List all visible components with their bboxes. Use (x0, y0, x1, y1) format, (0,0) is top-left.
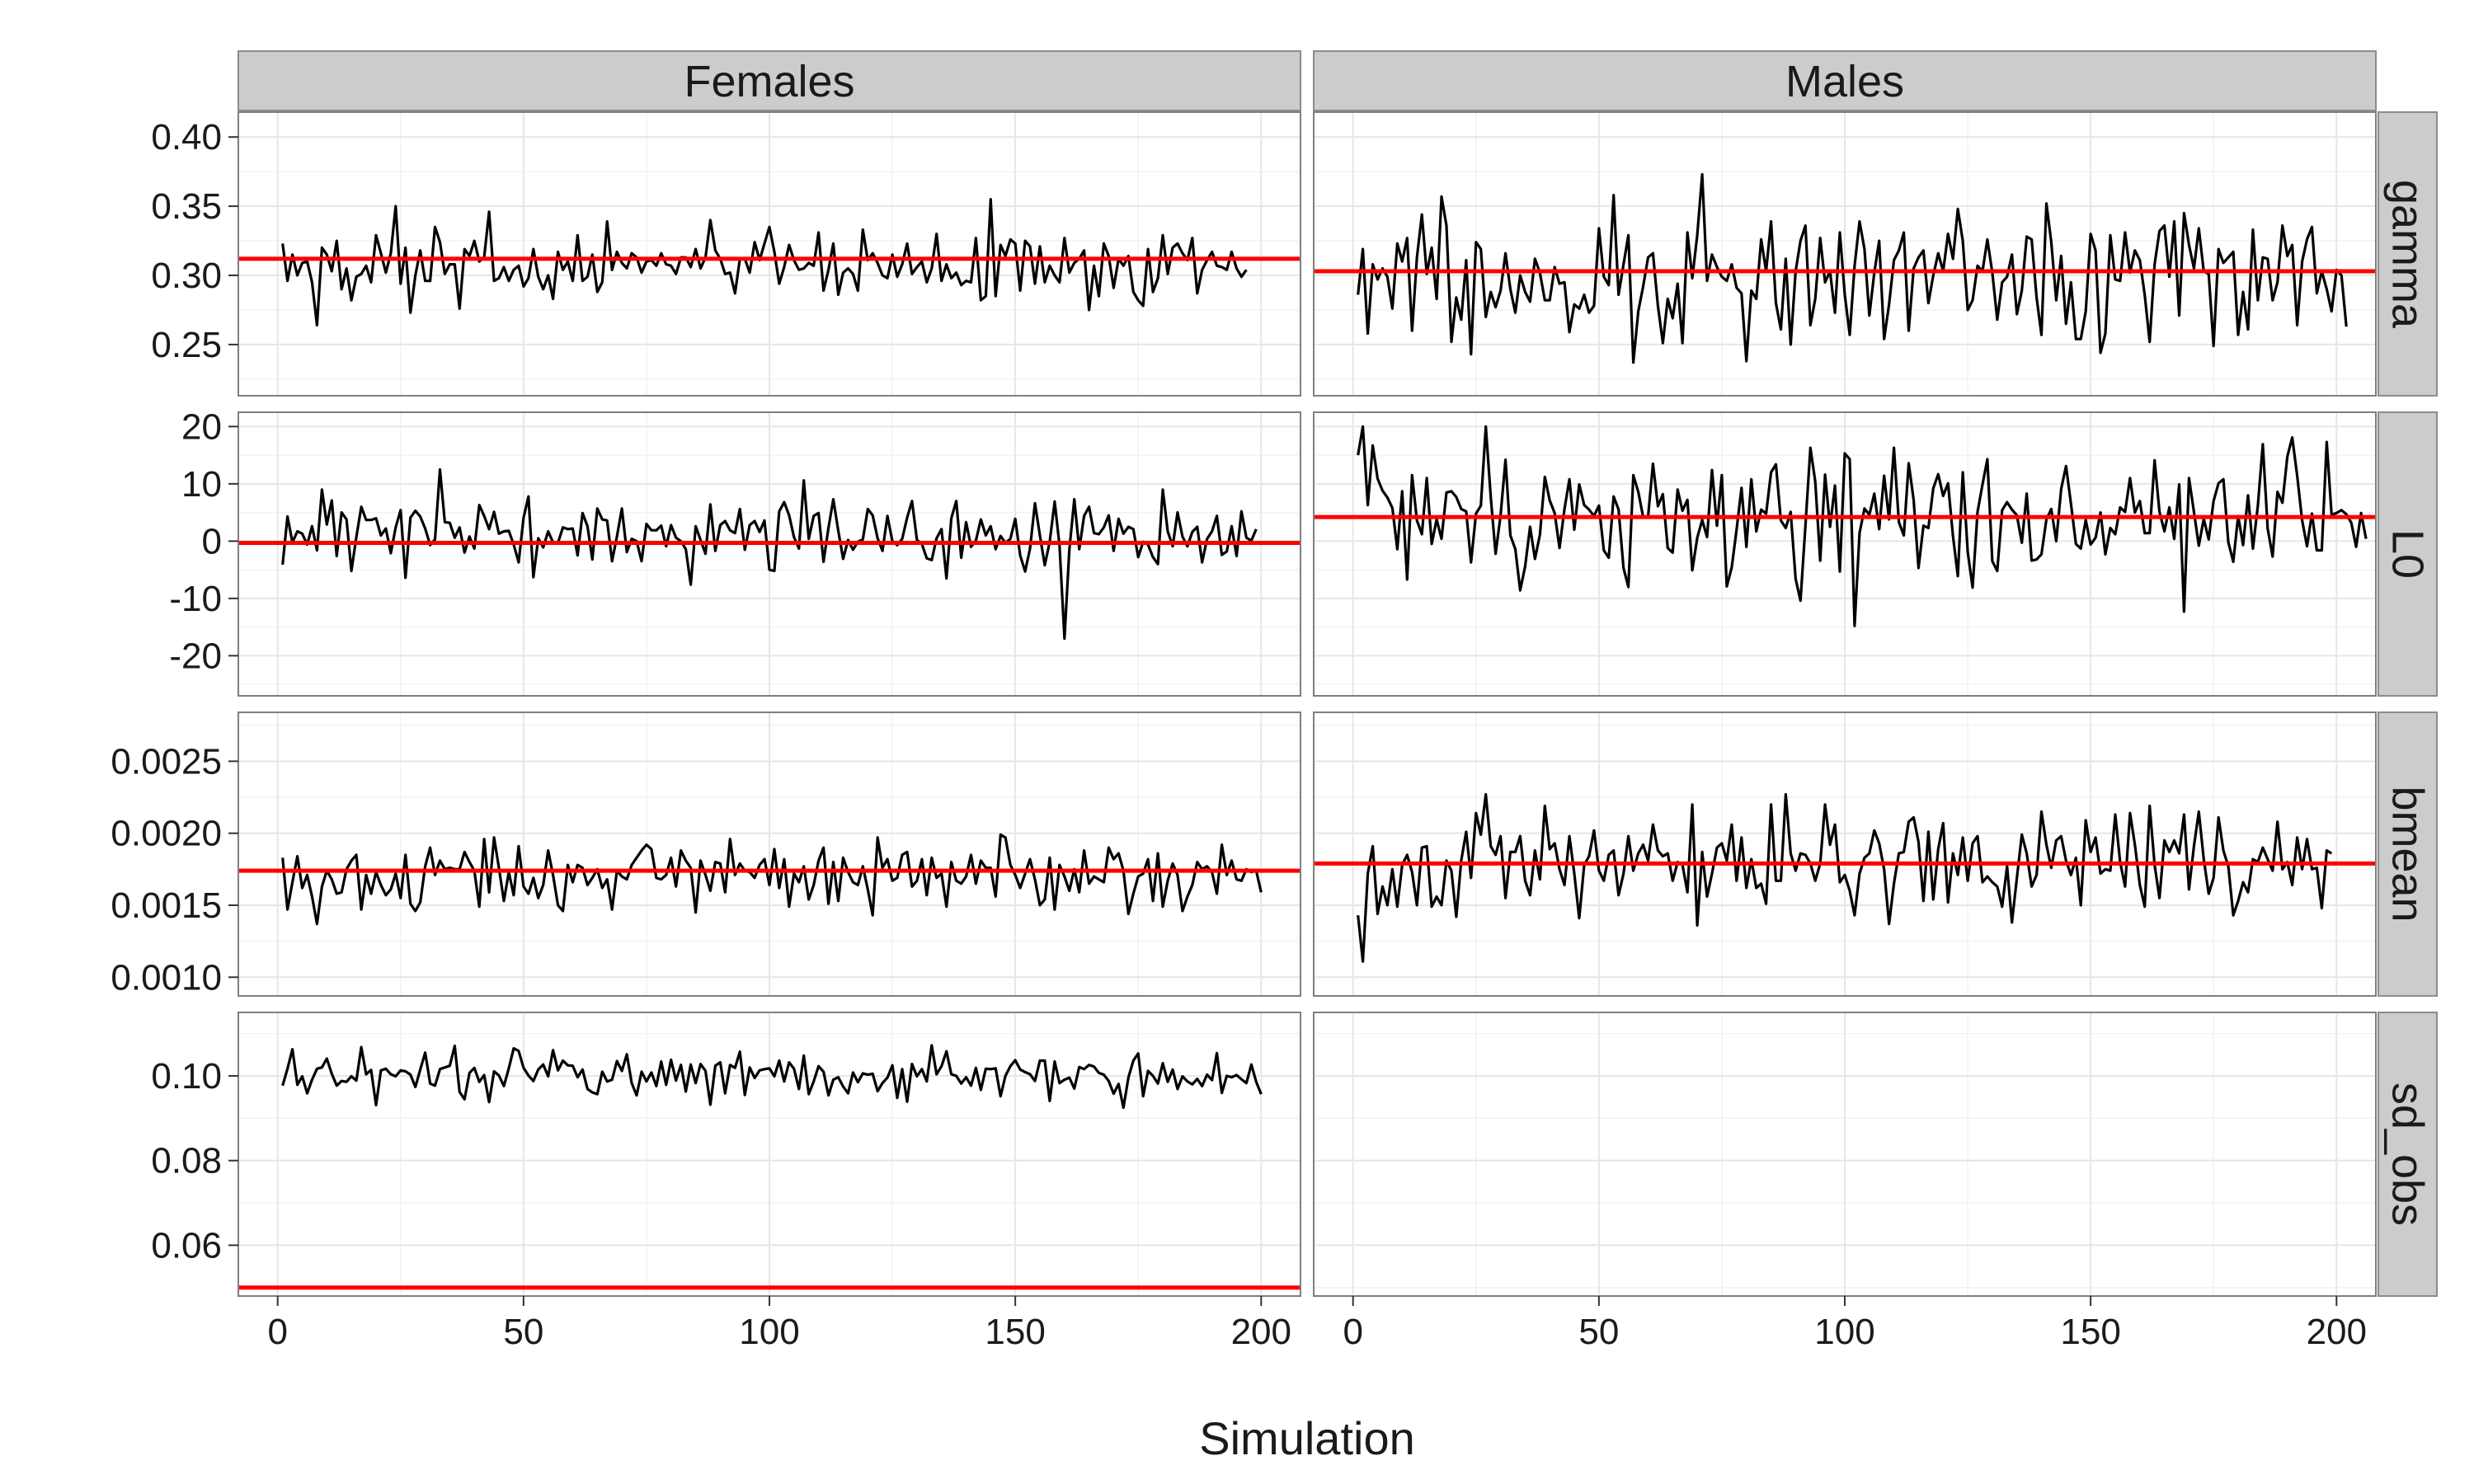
panel-border (1313, 111, 2377, 397)
series-line-males-bmean (1357, 792, 2333, 963)
panel-border (238, 111, 1301, 397)
x-tick-label: 200 (1231, 1312, 1291, 1352)
series-line-females-sd_obs (281, 1044, 1263, 1110)
strip-label-sd_obs: sd_obs (2383, 1082, 2433, 1226)
x-tick-label: 50 (503, 1312, 543, 1352)
y-tick-label-L0: 20 (181, 406, 222, 447)
y-tick-label-bmean: 0.0015 (111, 885, 222, 926)
y-tick-label-sd_obs: 0.10 (151, 1056, 222, 1097)
strip-label-males: Males (1785, 57, 1904, 106)
y-tick-label-bmean: 0.0020 (111, 814, 222, 854)
panel-border (1313, 411, 2377, 697)
panel-border (1313, 711, 2377, 997)
series-line-females-L0 (281, 467, 1258, 641)
x-tick-label: 100 (739, 1312, 799, 1352)
panel-females-bmean (238, 711, 1301, 997)
strip-L0 (2378, 411, 2438, 697)
y-tick-label-gamma: 0.30 (151, 256, 222, 296)
y-tick-label-gamma: 0.25 (151, 325, 222, 365)
y-tick-label-bmean: 0.0025 (111, 741, 222, 782)
panel-females-sd_obs (238, 1012, 1301, 1297)
strip-bmean (2378, 711, 2438, 997)
series-line-females-gamma (281, 198, 1248, 326)
y-tick-label-gamma: 0.40 (151, 117, 222, 157)
x-axis-title: Simulation (1199, 1412, 1414, 1464)
strip-males (1313, 50, 2377, 111)
y-tick-label-gamma: 0.35 (151, 186, 222, 227)
strip-label-bmean: bmean (2383, 786, 2433, 922)
panel-males-L0 (1313, 411, 2377, 697)
y-axes: 0.25 0.30 0.35 0.40 -20 -10 0 10 20 0.0010 0.0015 0… (111, 117, 238, 1266)
row-strip-headers: gamma L0 bmean sd_obs (2378, 111, 2438, 1297)
panel-males-gamma (1313, 111, 2377, 397)
column-strip-headers: Females Males (238, 50, 2377, 111)
panel-females-L0 (238, 411, 1301, 697)
x-tick-label: 50 (1578, 1312, 1619, 1352)
strip-females (238, 50, 1301, 111)
panel-males-sd_obs (1313, 1012, 2377, 1297)
panel-males-bmean (1313, 711, 2377, 997)
y-tick-label-bmean: 0.0010 (111, 957, 222, 998)
strip-label-L0: L0 (2383, 529, 2433, 579)
y-tick-label-L0: 10 (181, 464, 222, 505)
x-tick-label: 150 (985, 1312, 1045, 1352)
x-tick-label: 200 (2307, 1312, 2367, 1352)
panel-border (238, 411, 1301, 697)
facet-panels (238, 111, 2377, 1297)
strip-label-gamma: gamma (2383, 180, 2433, 329)
y-tick-label-L0: -10 (169, 579, 222, 619)
strip-gamma (2378, 111, 2438, 397)
strip-label-females: Females (684, 57, 854, 106)
panel-females-gamma (238, 111, 1301, 397)
x-axes: 0 50 100 150 200 0 50 100 150 200 (267, 1296, 2367, 1352)
x-tick-label: 100 (1814, 1312, 1874, 1352)
y-tick-label-L0: 0 (202, 521, 222, 561)
series-line-males-gamma (1357, 172, 2348, 364)
y-tick-label-sd_obs: 0.08 (151, 1141, 222, 1181)
x-tick-label: 150 (2060, 1312, 2120, 1352)
y-tick-label-sd_obs: 0.06 (151, 1225, 222, 1266)
x-tick-label: 0 (267, 1312, 287, 1352)
strip-sd_obs (2378, 1012, 2438, 1297)
x-tick-label: 0 (1343, 1312, 1362, 1352)
panel-border (238, 711, 1301, 997)
y-tick-label-L0: -20 (169, 636, 222, 676)
series-line-males-L0 (1357, 425, 2368, 627)
